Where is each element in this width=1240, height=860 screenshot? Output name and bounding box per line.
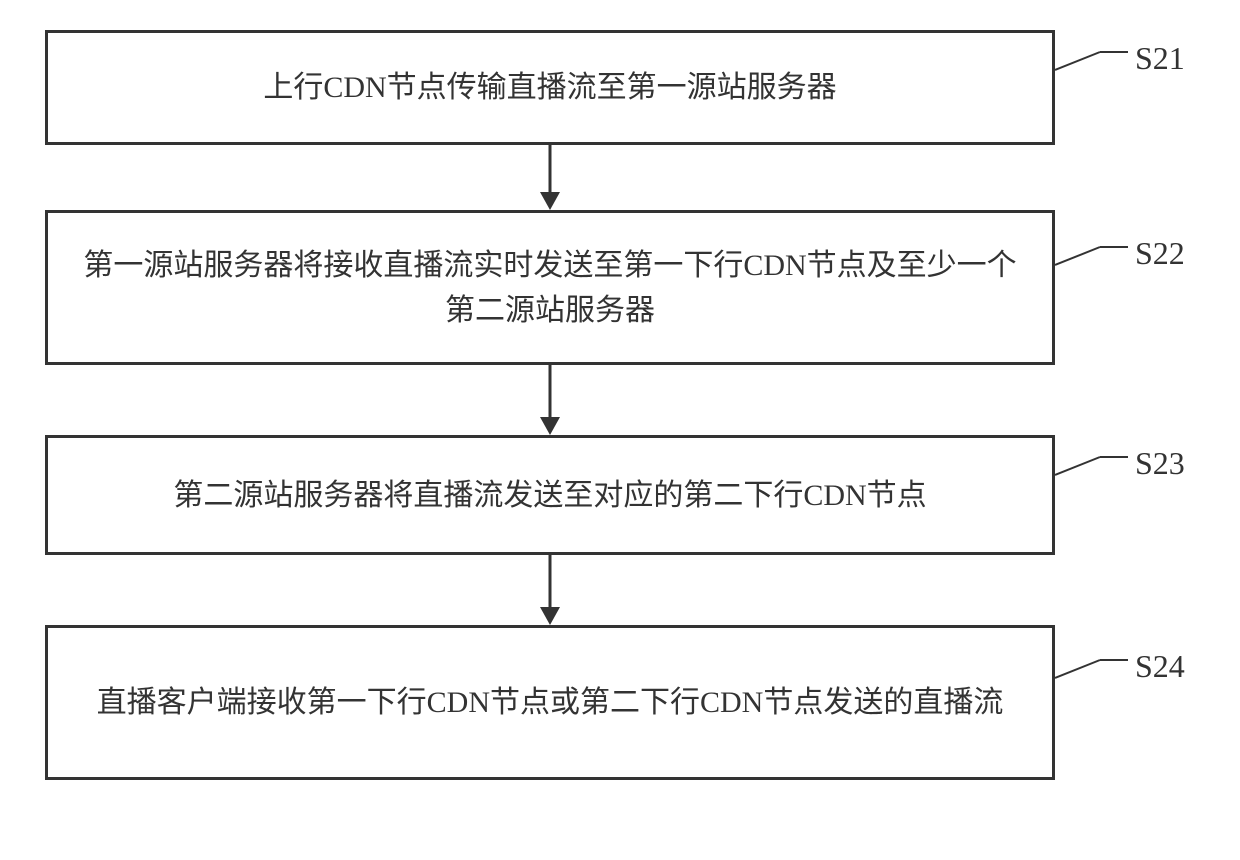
arrow-2-3-head <box>540 417 560 435</box>
arrow-3-4-line <box>549 555 552 607</box>
step-1-label: S21 <box>1135 40 1185 77</box>
arrow-1-2-head <box>540 192 560 210</box>
label-connector-1 <box>1055 40 1130 80</box>
arrow-1-2-line <box>549 145 552 192</box>
flowchart-container: 上行CDN节点传输直播流至第一源站服务器 S21 第一源站服务器将接收直播流实时… <box>0 0 1240 860</box>
arrow-3-4-head <box>540 607 560 625</box>
arrow-2-3-line <box>549 365 552 417</box>
flowchart-step-3: 第二源站服务器将直播流发送至对应的第二下行CDN节点 <box>45 435 1055 555</box>
step-2-label: S22 <box>1135 235 1185 272</box>
flowchart-step-2: 第一源站服务器将接收直播流实时发送至第一下行CDN节点及至少一个第二源站服务器 <box>45 210 1055 365</box>
step-2-text: 第一源站服务器将接收直播流实时发送至第一下行CDN节点及至少一个第二源站服务器 <box>73 243 1027 333</box>
step-3-label: S23 <box>1135 445 1185 482</box>
step-3-text: 第二源站服务器将直播流发送至对应的第二下行CDN节点 <box>173 473 926 518</box>
step-4-text: 直播客户端接收第一下行CDN节点或第二下行CDN节点发送的直播流 <box>97 680 1004 725</box>
label-connector-2 <box>1055 235 1130 275</box>
flowchart-step-1: 上行CDN节点传输直播流至第一源站服务器 <box>45 30 1055 145</box>
flowchart-step-4: 直播客户端接收第一下行CDN节点或第二下行CDN节点发送的直播流 <box>45 625 1055 780</box>
label-connector-3 <box>1055 445 1130 485</box>
step-1-text: 上行CDN节点传输直播流至第一源站服务器 <box>263 65 836 110</box>
step-4-label: S24 <box>1135 648 1185 685</box>
label-connector-4 <box>1055 648 1130 688</box>
